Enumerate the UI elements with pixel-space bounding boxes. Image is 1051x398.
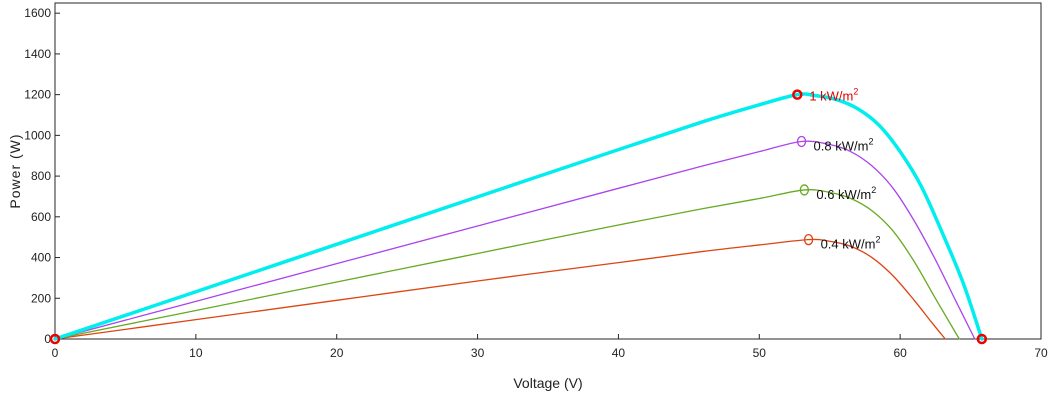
x-tick-label: 0 xyxy=(52,346,59,360)
series-label: 0.8 kW/m2 xyxy=(814,136,874,153)
series-line xyxy=(54,189,960,340)
series-line xyxy=(53,92,984,341)
series-line xyxy=(54,140,976,340)
highlight-marker xyxy=(976,333,988,345)
series-label: 1 kW/m2 xyxy=(809,87,858,104)
series-label-text: 1 kW/m xyxy=(809,89,853,104)
y-tick-label: 1000 xyxy=(24,128,51,142)
series-label: 0.4 kW/m2 xyxy=(821,235,881,252)
x-tick-label: 10 xyxy=(189,346,203,360)
series-label-text: 0.4 kW/m xyxy=(821,237,876,252)
y-tick-label: 200 xyxy=(31,291,51,305)
x-tick-label: 20 xyxy=(330,346,344,360)
series-label-superscript: 2 xyxy=(871,185,876,195)
highlight-marker xyxy=(792,89,803,100)
series-label: 0.6 kW/m2 xyxy=(816,185,876,202)
series-label-superscript: 2 xyxy=(875,235,880,245)
y-tick-label: 800 xyxy=(31,169,51,183)
x-tick-label: 30 xyxy=(471,346,485,360)
y-axis-title: Power (W) xyxy=(7,133,23,208)
x-axis-title: Voltage (V) xyxy=(513,375,582,391)
x-tick-label: 70 xyxy=(1034,346,1048,360)
y-tick-label: 1400 xyxy=(24,47,51,61)
highlight-markers xyxy=(49,89,988,345)
y-tick-label: 1600 xyxy=(24,6,51,20)
y-tick-label: 400 xyxy=(31,251,51,265)
series-label-superscript: 2 xyxy=(868,136,873,146)
series-lines xyxy=(53,92,984,341)
x-tick-label: 50 xyxy=(753,346,767,360)
axis-ticks: 0 10 20 30 40 50 60 70 0 200 400 600 800 1000 1200 1400… xyxy=(24,6,1048,360)
series-label-superscript: 2 xyxy=(853,87,858,97)
y-tick-label: 1200 xyxy=(24,88,51,102)
x-tick-label: 60 xyxy=(893,346,907,360)
mpp-marker xyxy=(799,184,810,196)
series-label-text: 0.6 kW/m xyxy=(816,187,871,202)
mpp-marker xyxy=(796,135,807,148)
series-labels: 0.4 kW/m20.6 kW/m20.8 kW/m21 kW/m2 xyxy=(809,87,880,252)
y-tick-label: 600 xyxy=(31,210,51,224)
x-tick-label: 40 xyxy=(612,346,626,360)
mpp-marker xyxy=(803,233,814,246)
y-tick-label: 0 xyxy=(44,332,51,346)
series-label-text: 0.8 kW/m xyxy=(814,138,869,153)
series-line xyxy=(54,238,946,340)
highlight-marker xyxy=(49,333,61,345)
